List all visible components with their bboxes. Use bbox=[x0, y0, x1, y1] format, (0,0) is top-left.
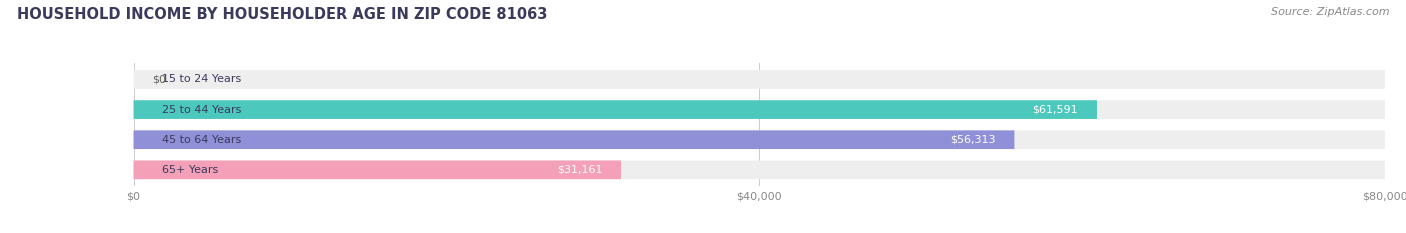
FancyBboxPatch shape bbox=[134, 70, 1385, 89]
Text: $56,313: $56,313 bbox=[950, 135, 995, 145]
FancyBboxPatch shape bbox=[134, 130, 1014, 149]
Text: Source: ZipAtlas.com: Source: ZipAtlas.com bbox=[1271, 7, 1389, 17]
Text: $31,161: $31,161 bbox=[557, 165, 602, 175]
FancyBboxPatch shape bbox=[134, 100, 1385, 119]
Text: $0: $0 bbox=[152, 75, 166, 85]
Text: 65+ Years: 65+ Years bbox=[162, 165, 218, 175]
FancyBboxPatch shape bbox=[134, 130, 1385, 149]
Text: 45 to 64 Years: 45 to 64 Years bbox=[162, 135, 240, 145]
FancyBboxPatch shape bbox=[134, 100, 1097, 119]
FancyBboxPatch shape bbox=[134, 161, 621, 179]
Text: HOUSEHOLD INCOME BY HOUSEHOLDER AGE IN ZIP CODE 81063: HOUSEHOLD INCOME BY HOUSEHOLDER AGE IN Z… bbox=[17, 7, 547, 22]
Text: $61,591: $61,591 bbox=[1032, 105, 1078, 115]
Text: 25 to 44 Years: 25 to 44 Years bbox=[162, 105, 240, 115]
FancyBboxPatch shape bbox=[134, 161, 1385, 179]
Text: 15 to 24 Years: 15 to 24 Years bbox=[162, 75, 240, 85]
